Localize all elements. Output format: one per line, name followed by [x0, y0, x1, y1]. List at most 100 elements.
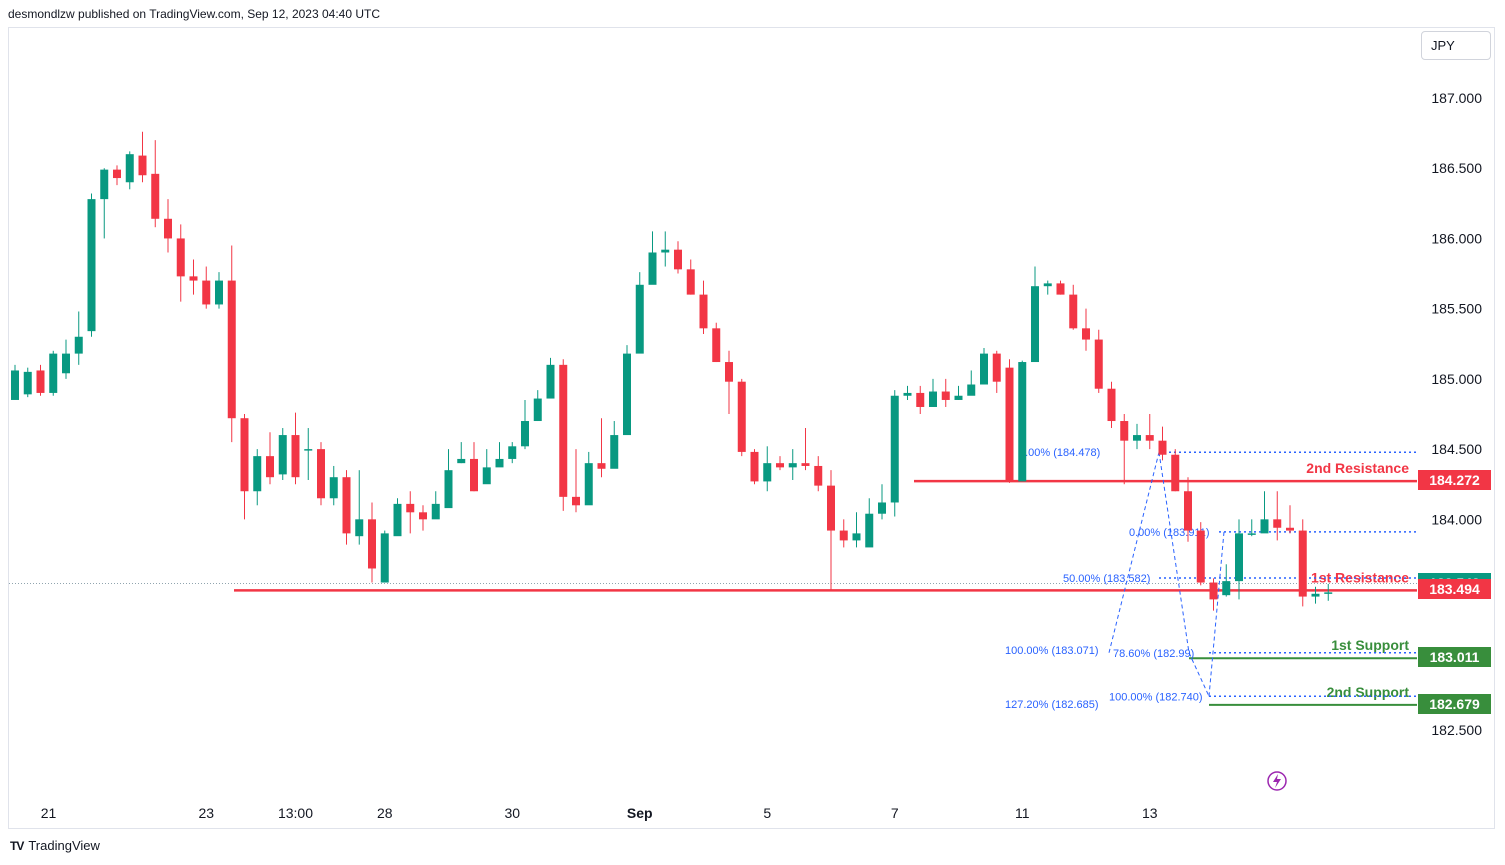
candle-body[interactable] — [87, 199, 96, 332]
candle-body[interactable] — [406, 503, 415, 513]
candle-body[interactable] — [546, 364, 555, 399]
candle-body[interactable] — [954, 395, 963, 400]
candle-body[interactable] — [317, 449, 325, 499]
candle-body[interactable] — [788, 463, 797, 468]
candle-body[interactable] — [215, 280, 223, 305]
candle-body[interactable] — [712, 328, 721, 363]
candle-body[interactable] — [941, 391, 950, 400]
candle-body[interactable] — [750, 451, 759, 482]
candle-body[interactable] — [1311, 593, 1320, 597]
candle-body[interactable] — [980, 353, 988, 385]
candle-body[interactable] — [444, 470, 453, 509]
candle-body[interactable] — [648, 252, 657, 285]
candle-body[interactable] — [1247, 533, 1256, 535]
candle-body[interactable] — [1018, 362, 1027, 482]
candle-body[interactable] — [266, 456, 274, 478]
candle-body[interactable] — [725, 362, 733, 382]
candle-body[interactable] — [1209, 582, 1218, 600]
candle-body[interactable] — [1184, 491, 1192, 531]
candle-body[interactable] — [1260, 519, 1269, 534]
candle-body[interactable] — [827, 485, 835, 531]
candle-body[interactable] — [967, 384, 976, 396]
candle-body[interactable] — [686, 269, 695, 295]
candle-body[interactable] — [1286, 527, 1294, 531]
candle-body[interactable] — [304, 449, 313, 451]
chart-frame[interactable]: 2nd Resistance 1st Resistance 1st Support 2… — [8, 27, 1495, 829]
candle-body[interactable] — [125, 154, 134, 183]
footer-brand[interactable]: TV TradingView — [10, 838, 100, 853]
candle-body[interactable] — [49, 353, 58, 393]
candle-body[interactable] — [1196, 530, 1205, 583]
currency-label[interactable]: JPY — [1421, 31, 1491, 60]
candle-body[interactable] — [737, 381, 746, 452]
candle-body[interactable] — [23, 371, 32, 395]
candle-body[interactable] — [559, 364, 568, 497]
candle-body[interactable] — [865, 513, 874, 548]
candle-body[interactable] — [482, 467, 491, 485]
candle-body[interactable] — [852, 533, 861, 541]
candle-body[interactable] — [674, 249, 682, 270]
candle-body[interactable] — [801, 463, 810, 466]
candle-body[interactable] — [635, 284, 644, 354]
candle-body[interactable] — [470, 458, 478, 492]
candle-body[interactable] — [368, 519, 376, 569]
candle-body[interactable] — [1133, 435, 1141, 441]
candle-body[interactable] — [36, 370, 45, 393]
candle-body[interactable] — [495, 458, 504, 468]
candle-body[interactable] — [992, 353, 1001, 382]
candle-body[interactable] — [1043, 283, 1052, 287]
candle-body[interactable] — [151, 173, 160, 219]
candle-body[interactable] — [11, 370, 19, 400]
candle-body[interactable] — [916, 392, 925, 407]
candle-body[interactable] — [839, 530, 848, 541]
candle-body[interactable] — [74, 336, 83, 354]
candle-body[interactable] — [878, 502, 886, 514]
candle-body[interactable] — [584, 463, 593, 506]
candle-body[interactable] — [699, 294, 708, 329]
candle-body[interactable] — [138, 155, 147, 176]
candle-body[interactable] — [342, 477, 351, 534]
candle-body[interactable] — [890, 395, 899, 503]
price-axis[interactable]: 182.500183.000183.500184.000184.500185.0… — [1431, 90, 1482, 738]
candle-body[interactable] — [533, 398, 542, 422]
candle-body[interactable] — [240, 418, 249, 492]
candle-body[interactable] — [253, 456, 262, 492]
candle-body[interactable] — [1158, 440, 1167, 455]
candle-body[interactable] — [393, 503, 402, 537]
candle-body[interactable] — [1094, 339, 1103, 389]
candle-body[interactable] — [1069, 294, 1078, 329]
candle-body[interactable] — [1324, 592, 1333, 594]
candle-body[interactable] — [1273, 519, 1282, 528]
time-axis[interactable]: 21 23 13:00 28 30 Sep 5 7 11 13 — [41, 805, 1158, 821]
candle-body[interactable] — [1107, 388, 1116, 422]
candle-body[interactable] — [431, 503, 440, 520]
candle-body[interactable] — [610, 435, 619, 469]
candles[interactable] — [11, 131, 1333, 611]
candle-body[interactable] — [291, 435, 300, 478]
candle-body[interactable] — [227, 280, 236, 419]
candle-body[interactable] — [189, 276, 198, 281]
candle-body[interactable] — [814, 465, 823, 486]
candle-body[interactable] — [1005, 367, 1014, 482]
candle-body[interactable] — [355, 519, 364, 537]
candle-body[interactable] — [113, 169, 121, 179]
candle-body[interactable] — [329, 477, 338, 499]
candle-body[interactable] — [202, 280, 211, 305]
candle-body[interactable] — [1082, 328, 1090, 340]
candle-body[interactable] — [1031, 286, 1039, 363]
candle-body[interactable] — [521, 421, 529, 447]
candle-body[interactable] — [100, 169, 109, 200]
candle-body[interactable] — [1120, 421, 1129, 441]
candle-body[interactable] — [763, 463, 772, 482]
lightning-icon[interactable] — [1267, 771, 1287, 791]
candle-body[interactable] — [164, 218, 172, 239]
candle-body[interactable] — [597, 463, 606, 469]
candle-body[interactable] — [1171, 454, 1180, 492]
candle-body[interactable] — [1298, 530, 1307, 597]
candle-body[interactable] — [176, 238, 185, 277]
candle-body[interactable] — [929, 391, 937, 407]
candle-body[interactable] — [1056, 283, 1065, 295]
candle-body[interactable] — [457, 458, 466, 464]
candle-body[interactable] — [419, 512, 427, 520]
